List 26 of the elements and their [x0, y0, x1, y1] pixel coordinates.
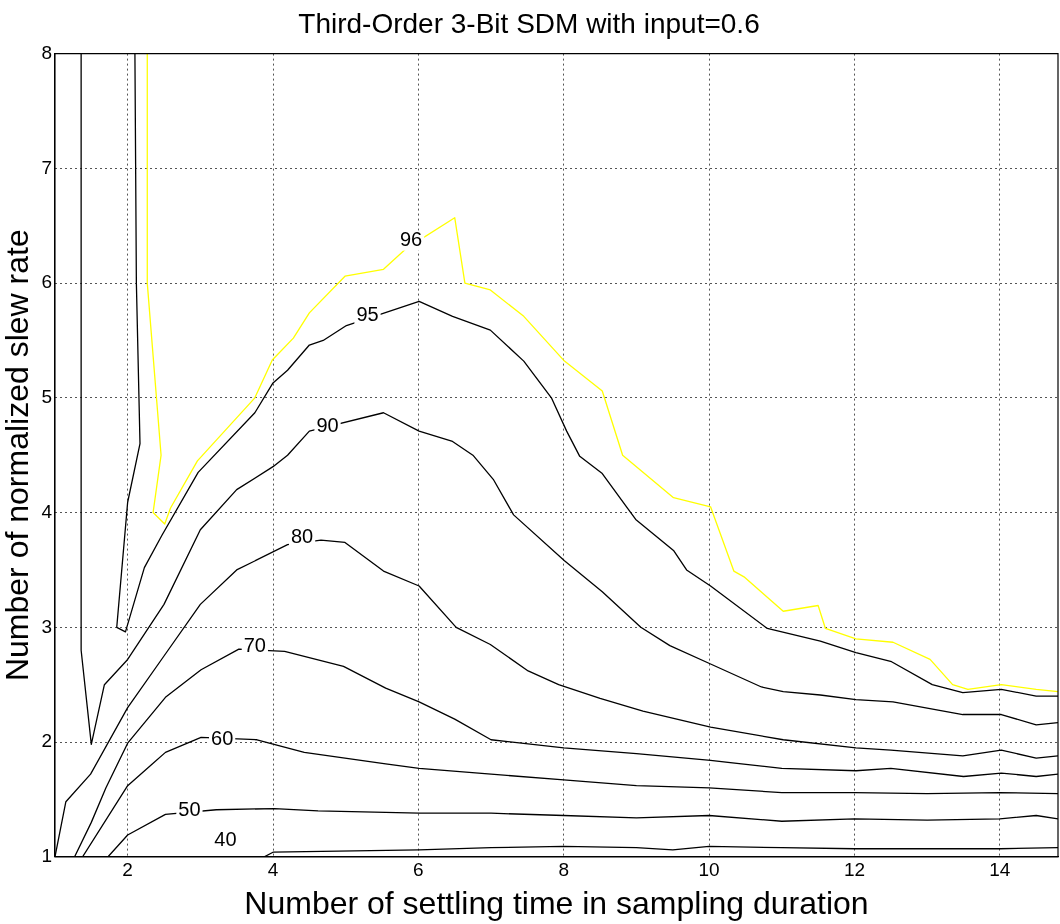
- y-tick-label: 6: [41, 271, 52, 293]
- x-tick-label: 8: [558, 859, 570, 881]
- y-tick-label: 8: [41, 41, 52, 63]
- x-tick-label: 6: [413, 859, 424, 881]
- annotation: 60: [211, 727, 234, 750]
- y-tick-label: 1: [41, 845, 52, 867]
- chart-title: Third-Order 3-Bit SDM with input=0.6: [298, 7, 760, 39]
- y-axis-title: Number of normalized slew rate: [0, 229, 36, 682]
- x-tick-label: 12: [843, 859, 866, 881]
- annotation: 40: [214, 828, 237, 851]
- annotation: 90: [316, 414, 339, 437]
- y-tick-label: 5: [41, 386, 52, 408]
- annotation: 96: [399, 228, 423, 251]
- x-tick-label: 2: [122, 859, 133, 881]
- y-tick-label: 7: [41, 156, 52, 178]
- x-tick-label: 10: [698, 859, 720, 881]
- x-tick-label: 4: [267, 859, 279, 881]
- annotation: 70: [243, 634, 266, 657]
- annotation: 95: [356, 302, 379, 325]
- y-tick-label: 3: [41, 615, 52, 637]
- y-tick-label: 4: [41, 500, 53, 522]
- x-axis-title: Number of settling time in sampling duration: [244, 884, 869, 921]
- x-tick-label: 14: [989, 859, 1011, 881]
- y-tick-label: 2: [41, 730, 52, 752]
- annotation: 80: [290, 525, 314, 548]
- annotation: 50: [178, 798, 201, 821]
